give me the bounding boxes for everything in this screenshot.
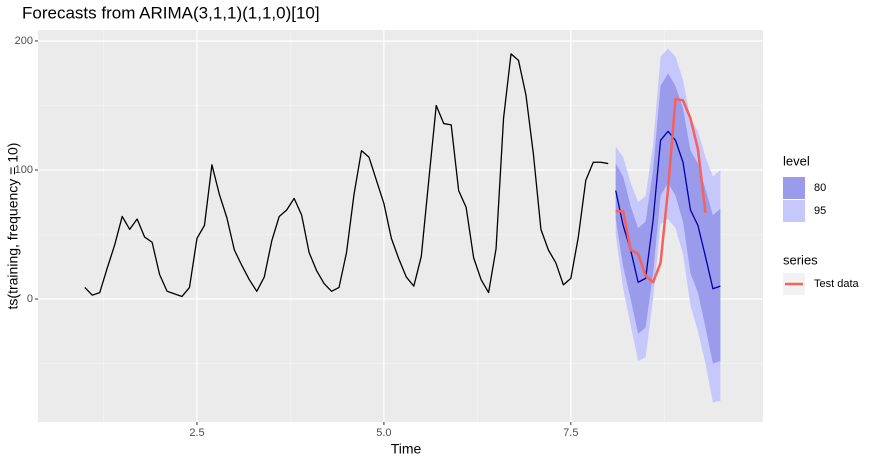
legend-label: 80 — [814, 182, 826, 194]
series-line — [84, 53, 609, 298]
legend-key — [783, 200, 805, 222]
y-axis-label: ts(training, frequency = 10) — [5, 143, 21, 310]
legend-title: level — [783, 153, 810, 168]
series-line — [615, 97, 707, 284]
legend-key — [783, 177, 805, 199]
legend-label: Test data — [814, 278, 860, 290]
y-tick-label: 100 — [15, 164, 33, 176]
legend-title: series — [783, 252, 818, 267]
legend-label: 95 — [814, 205, 826, 217]
x-axis-label: Time — [391, 441, 422, 457]
prediction-band — [615, 73, 721, 364]
x-tick-label: 2.5 — [189, 427, 204, 439]
y-tick-label: 0 — [27, 293, 33, 305]
y-tick-label: 200 — [15, 35, 33, 47]
series-line — [615, 130, 721, 290]
x-tick-label: 7.5 — [563, 427, 578, 439]
x-tick-label: 5.0 — [376, 427, 391, 439]
chart-title: Forecasts from ARIMA(3,1,1)(1,1,0)[10] — [22, 3, 320, 22]
